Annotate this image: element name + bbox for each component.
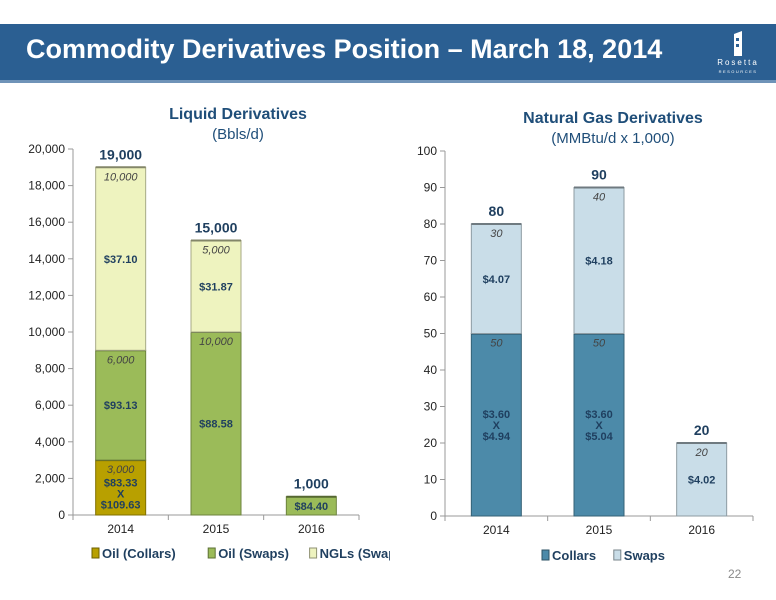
- legend-label: Swaps: [624, 548, 665, 563]
- bar-segment: [95, 349, 147, 461]
- y-tick-label: 16,000: [28, 215, 65, 229]
- chart-title: Liquid Derivatives: [169, 106, 307, 123]
- price-label: $37.10: [104, 254, 138, 266]
- y-tick-label: 20: [424, 436, 438, 450]
- price-label: $3.60: [585, 409, 613, 421]
- page-title: Commodity Derivatives Position – March 1…: [26, 34, 663, 64]
- volume-label: 30: [490, 228, 503, 240]
- volume-label: 10,000: [104, 171, 139, 183]
- chart-subtitle: (Bbls/d): [212, 126, 264, 143]
- legend-label: Oil (Collars): [102, 546, 176, 561]
- legend-swatch: [309, 547, 318, 559]
- logo-mark-icon: [734, 31, 742, 56]
- price-label: X: [595, 420, 603, 432]
- y-tick-label: 0: [430, 509, 437, 523]
- volume-label: 50: [593, 338, 606, 350]
- bar-segment: [470, 223, 522, 334]
- volume-label: 5,000: [202, 245, 230, 257]
- x-tick-label: 2014: [483, 523, 510, 537]
- volume-label: 10,000: [199, 336, 234, 348]
- y-tick-label: 80: [424, 217, 438, 231]
- x-tick-label: 2014: [107, 522, 134, 536]
- legend-swatch: [541, 549, 550, 561]
- bar-segment: [470, 333, 522, 517]
- bar-segment: [95, 459, 147, 516]
- company-logo: Rosetta RESOURCES: [704, 30, 772, 76]
- y-tick-label: 10,000: [28, 325, 65, 339]
- y-tick-label: 90: [424, 181, 438, 195]
- y-tick-label: 100: [417, 144, 437, 158]
- y-tick-label: 14,000: [28, 252, 65, 266]
- bar-segment: [190, 331, 242, 516]
- liquid-derivatives-chart: Liquid Derivatives (Bbls/d) 0 2,000 4,000 6,0…: [28, 106, 390, 561]
- y-tick-label: 4,000: [35, 435, 65, 449]
- y-tick-label: 0: [58, 508, 65, 522]
- bar-segment: [190, 240, 242, 333]
- natural-gas-derivatives-chart: Natural Gas Derivatives (MMBtu/d x 1,000)…: [417, 110, 754, 563]
- y-tick-label: 2,000: [35, 471, 65, 485]
- volume-label: 6,000: [107, 354, 135, 366]
- price-label: $4.94: [483, 431, 511, 443]
- legend-label: NGLs (Swaps): [320, 546, 390, 561]
- banner-underline: [0, 80, 776, 83]
- page-number: 22: [728, 567, 742, 581]
- price-label: $88.58: [199, 419, 233, 431]
- y-tick-label: 30: [424, 400, 438, 414]
- price-label: $5.04: [585, 431, 613, 443]
- price-label: $83.33: [104, 478, 138, 490]
- price-label: $4.18: [585, 256, 613, 268]
- price-label: $84.40: [295, 501, 329, 513]
- x-tick-label: 2016: [688, 523, 715, 537]
- y-tick-label: 60: [424, 290, 438, 304]
- y-tick-label: 50: [424, 327, 438, 341]
- y-tick-label: 6,000: [35, 398, 65, 412]
- legend-swatch: [91, 547, 100, 559]
- legend-swatch: [207, 547, 216, 559]
- price-label: X: [117, 489, 125, 501]
- bar-total-label: 1,000: [294, 476, 329, 492]
- legend-label: Oil (Swaps): [218, 546, 289, 561]
- legend-swatch: [613, 549, 622, 561]
- bar-total-label: 20: [694, 422, 710, 438]
- volume-label: 50: [490, 338, 503, 350]
- y-tick-label: 10: [424, 473, 438, 487]
- price-label: $31.87: [199, 281, 233, 293]
- y-tick-label: 70: [424, 254, 438, 268]
- volume-label: 3,000: [107, 464, 135, 476]
- title-banner: [0, 24, 776, 80]
- price-label: $109.63: [101, 500, 141, 512]
- volume-label: 20: [695, 447, 709, 459]
- y-tick-label: 12,000: [28, 288, 65, 302]
- bar-total-label: 80: [489, 203, 505, 219]
- y-tick-label: 40: [424, 363, 438, 377]
- chart-title: Natural Gas Derivatives: [523, 110, 703, 127]
- price-label: $4.07: [483, 274, 511, 286]
- bar-segment: [676, 442, 728, 517]
- y-tick-label: 20,000: [28, 142, 65, 156]
- price-label: X: [493, 420, 501, 432]
- x-tick-label: 2016: [298, 522, 325, 536]
- y-tick-label: 8,000: [35, 362, 65, 376]
- legend-label: Collars: [552, 548, 596, 563]
- y-tick-label: 18,000: [28, 179, 65, 193]
- bar-total-label: 19,000: [99, 146, 142, 162]
- logo-text: Rosetta: [717, 58, 759, 67]
- x-tick-label: 2015: [586, 523, 613, 537]
- bar-total-label: 15,000: [195, 220, 238, 236]
- price-label: $93.13: [104, 400, 138, 412]
- logo-subtext: RESOURCES: [718, 69, 758, 74]
- bar-segment: [573, 333, 625, 517]
- volume-label: 40: [593, 192, 606, 204]
- bar-total-label: 90: [591, 167, 607, 183]
- price-label: $4.02: [688, 475, 716, 487]
- price-label: $3.60: [483, 409, 511, 421]
- x-tick-label: 2015: [203, 522, 230, 536]
- chart-subtitle: (MMBtu/d x 1,000): [551, 130, 674, 147]
